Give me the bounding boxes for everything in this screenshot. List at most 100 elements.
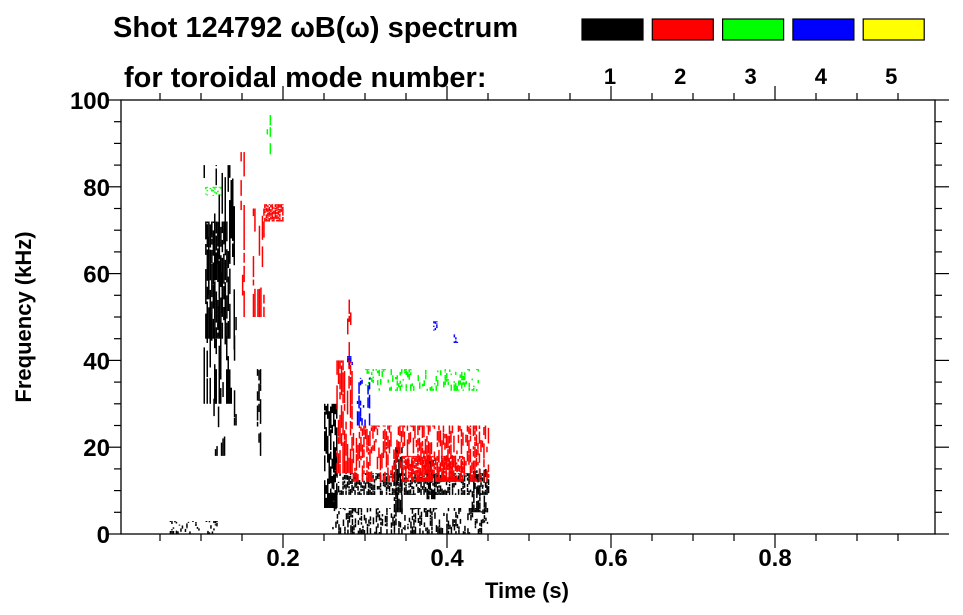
spectral-mark-mode-1 (470, 510, 472, 514)
spectral-mark-mode-2 (399, 459, 401, 469)
spectral-mark-mode-2 (421, 461, 423, 468)
spectral-mark-mode-3 (476, 369, 478, 371)
spectral-mark-mode-2 (364, 425, 367, 429)
spectral-mark-mode-1 (453, 519, 456, 523)
spectral-mark-mode-1 (214, 213, 216, 281)
spectral-mark-mode-2 (424, 438, 427, 454)
spectral-mark-mode-1 (390, 482, 392, 487)
spectral-mark-mode-1 (208, 307, 210, 339)
spectral-mark-mode-1 (426, 530, 429, 534)
spectral-mark-mode-1 (403, 473, 406, 476)
spectral-mark-mode-2 (447, 462, 449, 467)
spectral-mark-mode-1 (397, 477, 400, 482)
spectral-mark-mode-2 (349, 364, 352, 375)
spectral-mark-mode-1 (370, 486, 373, 490)
spectral-mark-mode-2 (452, 480, 455, 482)
spectral-mark-mode-2 (426, 461, 428, 474)
spectral-mark-mode-3 (206, 186, 209, 188)
spectral-mark-mode-2 (384, 471, 386, 482)
spectral-mark-mode-2 (454, 465, 456, 469)
spectral-mark-mode-2 (343, 440, 346, 474)
spectral-mark-mode-2 (265, 211, 268, 213)
spectral-mark-mode-2 (462, 432, 464, 446)
spectral-mark-mode-2 (403, 465, 405, 470)
spectral-mark-mode-1 (420, 481, 422, 488)
spectral-mark-mode-2 (437, 455, 440, 457)
spectral-mark-mode-1 (399, 487, 401, 493)
spectral-mark-mode-2 (461, 480, 464, 482)
spectral-mark-mode-1 (487, 486, 490, 490)
spectral-mark-mode-2 (352, 432, 355, 446)
spectral-mark-mode-1 (385, 486, 388, 492)
spectral-mark-mode-2 (385, 451, 388, 461)
spectral-mark-mode-2 (431, 455, 434, 458)
spectral-mark-mode-2 (471, 474, 473, 482)
spectral-mark-mode-2 (480, 474, 482, 479)
spectral-mark-mode-2 (423, 425, 425, 438)
spectral-mark-mode-1 (393, 526, 396, 533)
spectral-mark-mode-1 (221, 257, 224, 285)
spectral-mark-mode-3 (450, 373, 452, 375)
spectral-mark-mode-2 (358, 431, 361, 439)
spectral-mark-mode-1 (215, 252, 217, 280)
spectral-mark-mode-1 (215, 327, 218, 339)
spectral-mark-mode-2 (369, 471, 371, 482)
spectral-mark-mode-2 (243, 205, 245, 250)
spectral-mark-mode-2 (268, 218, 271, 222)
spectral-mark-mode-1 (414, 526, 417, 534)
spectral-mark-mode-1 (462, 490, 464, 495)
spectral-mark-mode-1 (386, 508, 388, 513)
spectral-mark-mode-2 (366, 470, 368, 482)
spectral-mark-mode-1 (426, 527, 429, 530)
spectral-mark-mode-3 (217, 190, 219, 193)
spectral-mark-mode-3 (459, 374, 461, 378)
spectral-mark-mode-1 (414, 493, 416, 495)
spectral-mark-mode-2 (483, 470, 485, 477)
spectral-mark-mode-2 (445, 459, 447, 461)
spectral-mark-mode-1 (351, 485, 353, 491)
spectral-mark-mode-1 (362, 528, 364, 534)
spectral-mark-mode-2 (382, 441, 385, 458)
spectral-mark-mode-2 (442, 457, 444, 460)
spectral-mark-mode-1 (446, 523, 448, 529)
spectral-mark-mode-2 (436, 455, 438, 461)
spectral-mark-mode-1 (459, 508, 462, 511)
spectral-mark-mode-2 (429, 425, 431, 432)
spectral-mark-mode-2 (340, 360, 343, 363)
spectral-mark-mode-2 (260, 287, 262, 317)
spectral-mark-mode-2 (442, 455, 444, 457)
spectral-mark-mode-2 (361, 428, 364, 436)
spectral-mark-mode-2 (267, 205, 269, 208)
spectral-mark-mode-3 (390, 386, 392, 391)
spectral-mark-mode-1 (412, 486, 415, 490)
spectral-mark-mode-4 (359, 380, 362, 386)
spectral-mark-mode-1 (409, 480, 412, 483)
spectral-mark-mode-2 (452, 460, 455, 468)
spectral-mark-mode-2 (271, 204, 274, 206)
spectral-mark-mode-3 (435, 376, 437, 382)
spectral-mark-mode-1 (381, 518, 384, 526)
spectral-mark-mode-1 (220, 388, 222, 404)
spectral-mark-mode-1 (428, 482, 430, 490)
spectral-mark-mode-2 (431, 475, 434, 481)
spectral-mark-mode-1 (391, 492, 394, 495)
spectral-mark-mode-1 (399, 473, 402, 486)
spectral-mark-mode-1 (467, 528, 469, 534)
spectral-mark-mode-2 (282, 206, 284, 212)
spectral-mark-mode-2 (469, 425, 472, 428)
spectral-mark-mode-1 (417, 518, 420, 523)
spectral-mark-mode-1 (469, 489, 472, 493)
spectral-mark-mode-3 (368, 371, 370, 374)
spectral-mark-mode-2 (363, 470, 365, 475)
spectral-mark-mode-1 (466, 487, 469, 493)
spectral-mark-mode-2 (439, 430, 442, 447)
spectral-mark-mode-3 (396, 380, 398, 386)
spectral-mark-mode-3 (218, 194, 221, 196)
spectral-mark-mode-2 (403, 431, 406, 446)
spectral-mark-mode-1 (342, 481, 344, 486)
spectral-mark-mode-2 (410, 456, 413, 458)
spectral-mark-mode-2 (451, 475, 453, 482)
spectral-mark-mode-1 (206, 224, 208, 239)
spectral-mark-mode-1 (189, 531, 191, 534)
spectral-mark-mode-2 (400, 461, 403, 469)
